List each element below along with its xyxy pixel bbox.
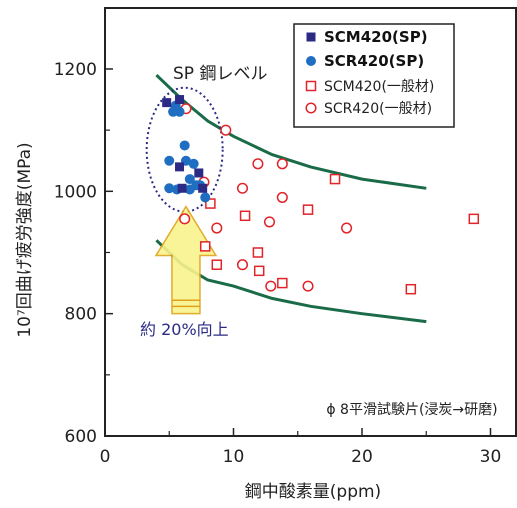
data-point bbox=[179, 213, 191, 225]
data-point bbox=[220, 124, 232, 136]
sp-level-label: SP 鋼レベル bbox=[173, 64, 267, 84]
data-point bbox=[184, 174, 195, 185]
data-point bbox=[302, 280, 314, 292]
y-tick-label: 800 bbox=[65, 305, 97, 325]
legend-label: SCM420(一般材) bbox=[324, 79, 434, 95]
data-point bbox=[162, 98, 172, 108]
data-points bbox=[162, 95, 480, 295]
x-tick-label: 30 bbox=[480, 447, 502, 467]
data-point bbox=[177, 183, 187, 193]
arrow-shape bbox=[154, 205, 218, 315]
data-point bbox=[200, 192, 211, 203]
y-tick-label: 1000 bbox=[54, 182, 97, 202]
improvement-label: 約 20%向上 bbox=[140, 320, 229, 339]
data-point bbox=[252, 158, 264, 170]
plot-area bbox=[104, 7, 517, 437]
data-point bbox=[184, 184, 195, 195]
data-point bbox=[329, 173, 341, 185]
x-tick-label: 10 bbox=[223, 447, 245, 467]
sp-ellipse bbox=[145, 86, 224, 213]
x-tick-label: 20 bbox=[351, 447, 373, 467]
axis-ticks: 0 10 20 30 600 800 1000 1200 bbox=[54, 60, 502, 467]
data-point bbox=[179, 140, 190, 151]
data-point bbox=[252, 247, 264, 258]
improvement-arrow bbox=[154, 205, 218, 315]
data-point bbox=[263, 216, 276, 228]
data-point bbox=[468, 213, 480, 225]
legend-marker bbox=[306, 32, 316, 42]
legend: SCM420(SP) SCR420(SP) SCM420(一般材) SCR420(一般… bbox=[293, 23, 455, 128]
data-point bbox=[276, 191, 288, 203]
legend-label: SCM420(SP) bbox=[324, 28, 428, 46]
data-point bbox=[175, 162, 185, 172]
data-point bbox=[198, 183, 208, 193]
data-point bbox=[211, 259, 223, 270]
data-point bbox=[188, 158, 199, 169]
data-point bbox=[199, 241, 211, 252]
data-point bbox=[277, 277, 288, 289]
data-point bbox=[405, 283, 417, 295]
legend-marker bbox=[305, 102, 317, 114]
data-point bbox=[236, 182, 249, 194]
data-point bbox=[205, 198, 216, 209]
legend-marker bbox=[306, 56, 316, 66]
data-point bbox=[265, 280, 277, 292]
band-curve-upper bbox=[155, 74, 427, 190]
data-point bbox=[175, 95, 185, 105]
data-point bbox=[276, 158, 288, 170]
data-point bbox=[211, 222, 223, 234]
data-point bbox=[194, 168, 204, 178]
sp-region bbox=[145, 86, 224, 213]
data-point bbox=[164, 183, 175, 194]
condition-note: ϕ 8平滑試験片(浸炭→研磨) bbox=[326, 401, 497, 418]
x-tick-label: 0 bbox=[100, 447, 111, 467]
legend-label: SCR420(SP) bbox=[324, 52, 424, 70]
data-point bbox=[236, 259, 249, 271]
legend-label: SCR420(一般材) bbox=[324, 101, 432, 117]
y-tick-label: 600 bbox=[65, 427, 97, 447]
data-point bbox=[253, 265, 265, 277]
data-point bbox=[164, 155, 175, 166]
y-axis-label: 10⁷回曲げ疲労強度(MPa) bbox=[15, 142, 35, 337]
y-tick-label: 1200 bbox=[54, 60, 97, 80]
x-axis-label: 鋼中酸素量(ppm) bbox=[245, 482, 381, 502]
legend-box bbox=[293, 23, 455, 128]
data-point bbox=[239, 210, 251, 222]
legend-marker bbox=[305, 80, 317, 92]
data-point bbox=[302, 204, 314, 215]
data-point bbox=[341, 222, 353, 234]
